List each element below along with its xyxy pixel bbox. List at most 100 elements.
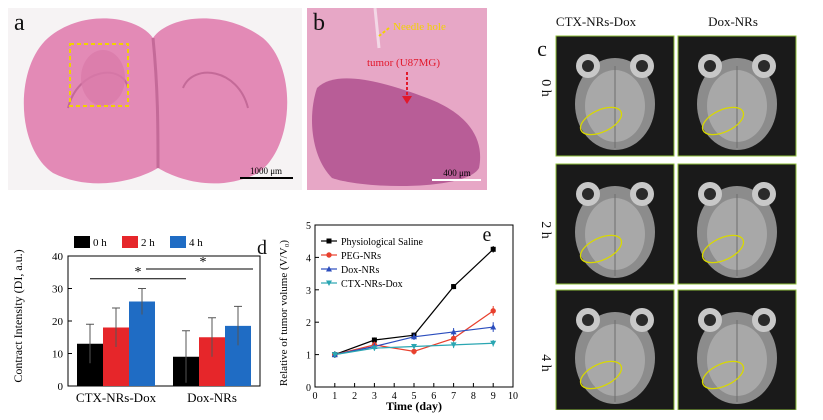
mri-eye-center [636, 188, 648, 200]
mri-eye-center [636, 60, 648, 72]
panel-d: Contract Intensity (DI, a.u.) d 0 10 20 30 4… [8, 226, 276, 414]
e-x-tick-label: 0 [313, 391, 318, 402]
e-x-tick-label: 10 [508, 391, 518, 402]
data-point [490, 246, 496, 252]
brain-section-image: 1000 μm [8, 8, 302, 190]
e-x-tick-label: 4 [392, 391, 397, 402]
e-y-tick-label: 5 [306, 221, 311, 232]
data-point [451, 284, 457, 290]
mri-eye-center [704, 188, 716, 200]
d-y-tick-label: 10 [52, 349, 64, 361]
tumor-section-image: Needle hole tumor (U87MG) 400 μm [307, 7, 487, 190]
mri-grid: CTX-NRs-Dox Dox-NRs c 0 h 2 h 4 h [537, 14, 797, 411]
e-y-tick-label: 1 [306, 351, 311, 362]
e-x-tick-label: 9 [491, 391, 496, 402]
data-point [450, 328, 457, 335]
mri-eye-center [582, 60, 594, 72]
e-y-tick-label: 4 [306, 253, 311, 264]
e-x-tick-label: 3 [372, 391, 377, 402]
mri-eye-center [758, 60, 770, 72]
panel-b-label: b [313, 10, 325, 36]
data-point [331, 352, 338, 358]
mri-eye-center [582, 188, 594, 200]
row-label-0h: 0 h [538, 79, 553, 97]
e-y-tick-label: 0 [306, 383, 311, 394]
roi-box [69, 43, 129, 107]
d-y-axis-label: Contract Intensity (DI, a.u.) [11, 249, 25, 382]
data-point [490, 340, 497, 347]
e-x-tick-label: 8 [471, 391, 476, 402]
d-x-tick-label: CTX-NRs-Dox [76, 390, 157, 405]
mri-cell [677, 35, 797, 157]
d-x-tick-label: Dox-NRs [187, 390, 237, 405]
d-y-tick-label: 20 [52, 316, 64, 328]
legend-swatch [74, 236, 90, 248]
data-point [490, 308, 496, 314]
mri-cell [555, 289, 675, 411]
panel-e: Relative of tumor volume (V/V₀) Time (da… [275, 205, 525, 415]
panel-a: 1000 μm a [8, 8, 302, 190]
legend-label: 4 h [189, 237, 203, 249]
scale-bar-b-label: 400 μm [443, 168, 471, 178]
tumor-roi-ellipse [701, 106, 745, 136]
panel-e-label: e [483, 224, 492, 246]
e-y-tick-label: 3 [306, 286, 311, 297]
e-x-tick-label: 7 [451, 391, 456, 402]
legend-label: Dox-NRs [341, 265, 379, 276]
e-x-axis-label: Time (day) [386, 399, 442, 413]
e-x-tick-label: 1 [332, 391, 337, 402]
data-point [371, 345, 378, 352]
legend-marker [326, 238, 332, 244]
e-y-axis-label: Relative of tumor volume (V/V₀) [278, 240, 290, 387]
row-label-2h: 2 h [538, 221, 553, 239]
panel-c: CTX-NRs-Dox Dox-NRs c 0 h 2 h 4 h [528, 8, 818, 411]
data-point [490, 324, 497, 330]
mri-eye-center [582, 314, 594, 326]
legend-label: PEG-NRs [341, 251, 381, 262]
tumor-roi-ellipse [701, 360, 745, 390]
data-point [371, 337, 377, 343]
e-x-tick-label: 5 [412, 391, 417, 402]
legend-label: CTX-NRs-Dox [341, 279, 403, 290]
needle-hole-annotation: Needle hole [393, 21, 446, 33]
e-y-tick-label: 2 [306, 318, 311, 329]
e-x-tick-label: 2 [352, 391, 357, 402]
d-y-tick-label: 40 [52, 251, 64, 263]
mri-cell [555, 35, 675, 157]
panel-c-label: c [537, 36, 547, 61]
significance-star: * [135, 265, 142, 280]
tumor-roi-ellipse [701, 234, 745, 264]
contrast-intensity-bar-chart: Contract Intensity (DI, a.u.) d 0 10 20 30 4… [11, 236, 267, 405]
e-plot-frame [314, 224, 514, 388]
e-x-tick-label: 6 [431, 391, 436, 402]
significance-star: * [200, 255, 207, 270]
bar [129, 301, 155, 386]
mri-eye-center [758, 314, 770, 326]
row-label-4h: 4 h [538, 354, 553, 372]
tumor-roi-ellipse [579, 106, 623, 136]
col-header-dox: Dox-NRs [708, 14, 758, 29]
legend-swatch [122, 236, 138, 248]
panel-d-label: d [257, 237, 267, 259]
mri-eye-center [704, 60, 716, 72]
mri-cell [677, 289, 797, 411]
legend-marker [326, 266, 332, 272]
mri-eye-center [636, 314, 648, 326]
data-point [450, 335, 457, 342]
mri-eye-center [758, 188, 770, 200]
tumor-roi-ellipse [579, 234, 623, 264]
data-point [450, 342, 457, 348]
d-y-tick-label: 0 [58, 381, 64, 393]
legend-marker [326, 280, 332, 286]
data-point [411, 348, 417, 355]
legend-swatch [170, 236, 186, 248]
panel-a-label: a [14, 10, 25, 36]
legend-marker [326, 252, 332, 258]
scale-bar-a-label: 1000 μm [250, 166, 282, 176]
data-point [411, 344, 417, 350]
tumor-volume-line-chart: Relative of tumor volume (V/V₀) Time (da… [278, 221, 518, 413]
tumor-roi-ellipse [579, 360, 623, 390]
mri-eye-center [704, 314, 716, 326]
legend-label: 0 h [93, 237, 107, 249]
mri-cell [677, 163, 797, 285]
